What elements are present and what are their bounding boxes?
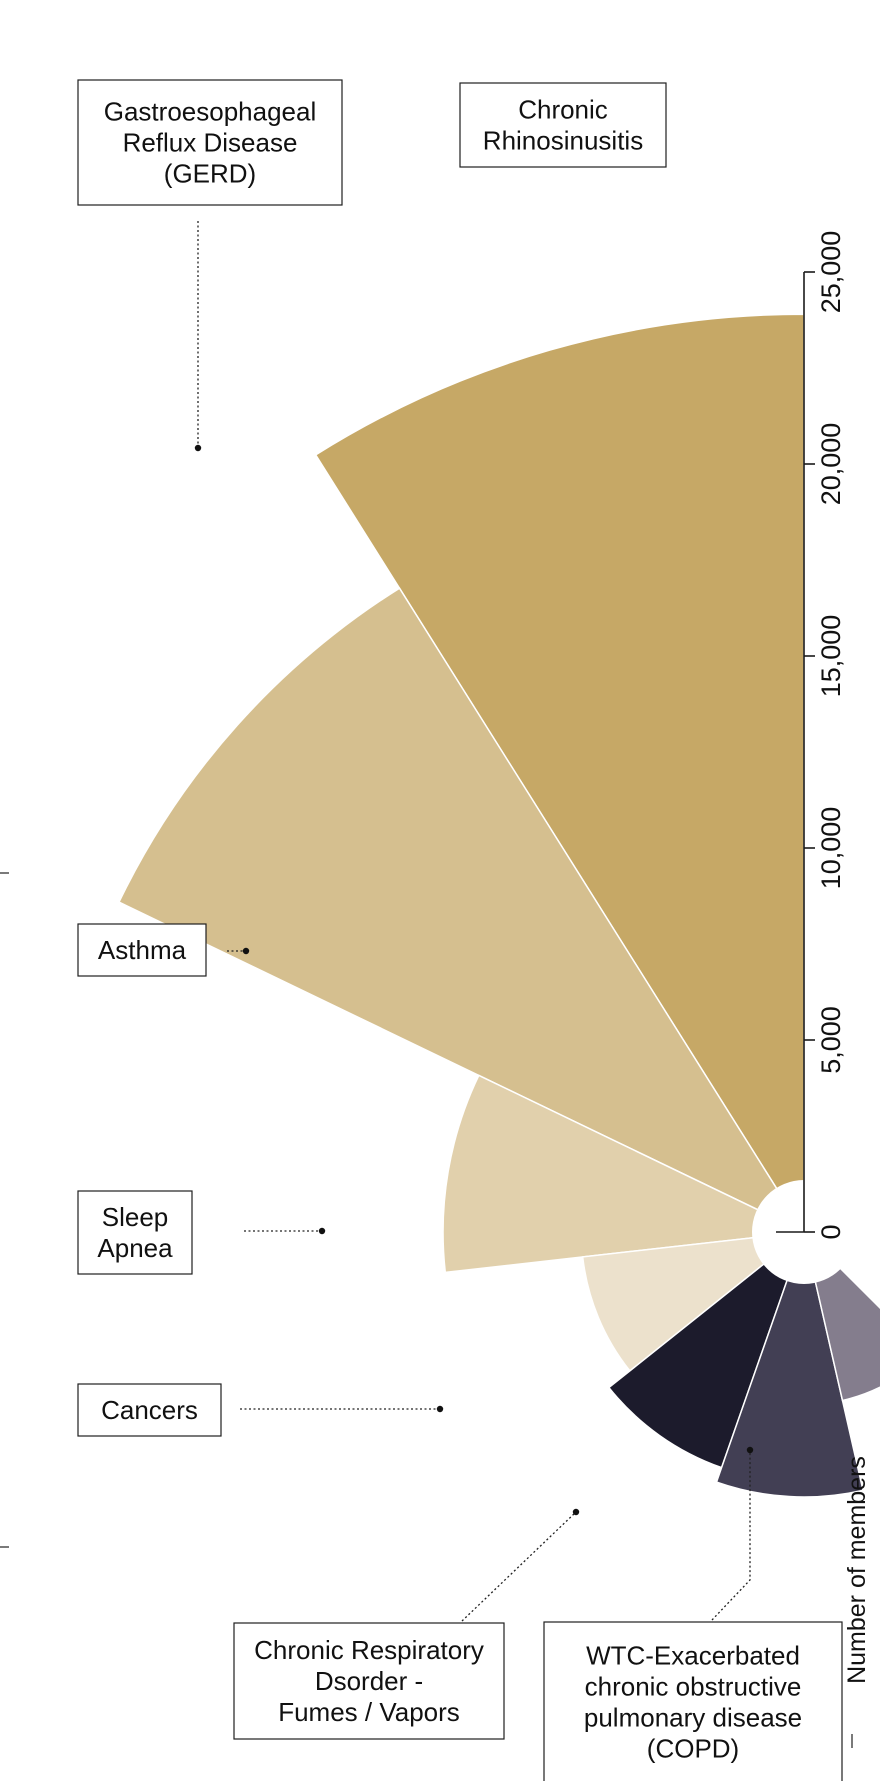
label-text-line: (GERD): [164, 159, 256, 189]
sector-chronic-respiratory-disorder: [715, 1229, 864, 1498]
label-text-line: Apnea: [97, 1233, 173, 1263]
label-text-line: Fumes / Vapors: [278, 1697, 460, 1727]
label-text-line: WTC-Exacerbated: [586, 1641, 800, 1671]
label-box: [543, 1621, 843, 1781]
leader-dot: [746, 1446, 754, 1454]
label-text-line: (COPD): [647, 1734, 739, 1764]
tick-label: 0: [816, 1224, 846, 1239]
leader-dot: [572, 1508, 580, 1516]
leader-dot: [194, 444, 202, 452]
label-text-line: Chronic Respiratory: [254, 1635, 484, 1665]
leader-dot: [318, 1227, 326, 1235]
label-box: [77, 1383, 222, 1437]
leader-line: [461, 1511, 577, 1622]
leader-dot: [242, 947, 250, 955]
sector-chronic-rhinosinusitis: [314, 313, 805, 1235]
label-box: [77, 1190, 193, 1275]
sector-asthma: [442, 1074, 807, 1274]
label-text-line: pulmonary disease: [584, 1703, 802, 1733]
sector-gerd: [117, 587, 807, 1234]
label-box: [233, 1622, 505, 1740]
leader-line: [711, 1450, 751, 1621]
label-box: [459, 82, 667, 168]
label-text-line: Cancers: [101, 1395, 198, 1425]
label-box: [77, 923, 207, 977]
sector-sleep-apnea: [581, 1230, 807, 1372]
label-text-line: Reflux Disease: [123, 128, 298, 158]
label-text-line: Dsorder -: [315, 1666, 423, 1696]
tick-label: 25,000: [816, 231, 846, 314]
label-box: [77, 79, 343, 206]
label-text-line: Rhinosinusitis: [483, 126, 643, 156]
tick-label: 15,000: [816, 615, 846, 698]
label-cancers: Cancers: [77, 1383, 444, 1437]
label-text-line: Chronic: [518, 95, 608, 125]
axis-title-group: Number of members: [843, 1456, 871, 1684]
label-text-line: Asthma: [98, 935, 187, 965]
label-text-line: Gastroesophageal: [104, 97, 316, 127]
sector-cancers: [607, 1229, 806, 1469]
tick-label: 20,000: [816, 423, 846, 506]
label-text-line: chronic obstructive: [585, 1672, 802, 1702]
tick-label: 5,000: [816, 1006, 846, 1074]
label-text-line: Sleep: [102, 1202, 169, 1232]
tick-label: 10,000: [816, 807, 846, 890]
chart-sectors: [117, 313, 880, 1498]
leader-dot: [436, 1405, 444, 1413]
axis-title: Number of members: [843, 1456, 871, 1684]
label-asthma: Asthma: [77, 923, 250, 977]
radial-axis: 0 5,000 10,000 15,000 20,000 25,000: [776, 231, 846, 1240]
